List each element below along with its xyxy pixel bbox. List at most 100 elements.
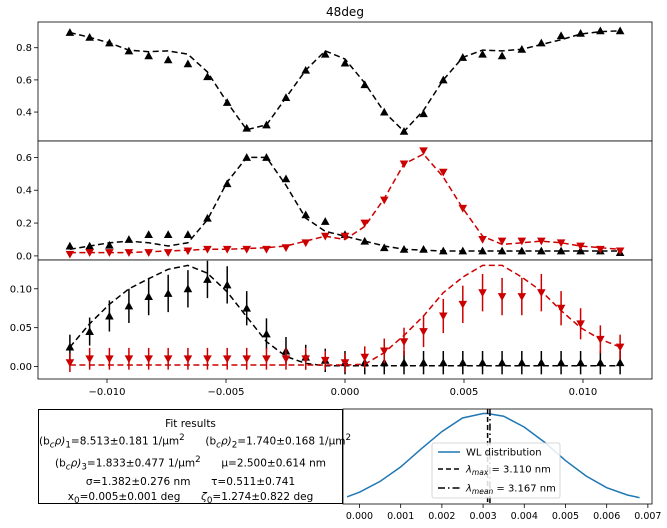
data-point	[379, 347, 389, 356]
ytick-label: 0.10	[10, 284, 32, 295]
data-point	[537, 38, 546, 47]
data-point	[596, 245, 605, 254]
data-point	[478, 236, 487, 244]
legend-label: λmax = 3.110 nm	[465, 465, 551, 478]
data-point	[183, 284, 193, 293]
data-point	[556, 31, 566, 40]
data-point	[576, 246, 585, 255]
data-point	[105, 38, 114, 47]
data-point	[517, 293, 527, 301]
data-point	[537, 289, 546, 297]
data-point	[458, 204, 468, 213]
data-point	[419, 328, 428, 336]
data-point	[183, 230, 193, 238]
data-point	[379, 107, 389, 116]
data-point	[183, 355, 193, 364]
data-point	[517, 246, 527, 255]
data-point	[537, 358, 546, 367]
ytick-label: 0.8	[16, 43, 32, 54]
data-point	[556, 239, 566, 248]
data-point	[124, 355, 134, 364]
ytick-label: 0.2	[16, 219, 32, 230]
ytick-label: 0.6	[16, 75, 32, 86]
data-point	[65, 241, 75, 250]
data-point	[478, 246, 487, 255]
xtick-label: 0.000	[331, 387, 360, 398]
data-point	[360, 236, 370, 245]
data-point	[222, 245, 232, 254]
chart-title: 48deg	[326, 5, 364, 19]
data-point	[281, 174, 291, 183]
data-point	[124, 301, 134, 310]
fit-line-4: x0=0.005±0.001 deg ζ0=1.274±0.822 deg	[67, 490, 314, 506]
series-2	[65, 147, 625, 259]
data-point	[222, 280, 232, 289]
series-1	[65, 26, 625, 135]
data-point	[65, 250, 75, 259]
data-point	[497, 237, 507, 246]
data-point	[556, 304, 566, 313]
wl-xtick-label: 0.007	[634, 511, 661, 522]
data-point	[320, 217, 330, 225]
data-point	[517, 237, 527, 246]
data-point	[262, 153, 271, 161]
data-point	[203, 355, 212, 364]
data-point	[576, 320, 585, 329]
data-point	[576, 358, 585, 367]
data-point	[144, 249, 153, 257]
wl-xtick-label: 0.000	[346, 511, 373, 522]
data-point	[163, 230, 173, 238]
data-point	[556, 246, 566, 255]
wl-xtick-label: 0.004	[511, 511, 538, 522]
data-point	[242, 153, 252, 161]
data-point	[124, 46, 134, 55]
data-point	[379, 243, 389, 252]
wl-panel-frame	[342, 408, 653, 505]
panel-3: 0.00 0.05 0.10 −0.010 −0.005 0.000 0.005 0.010	[10, 259, 653, 398]
data-point	[281, 93, 291, 102]
data-point	[458, 358, 468, 367]
data-point	[438, 168, 448, 177]
data-point	[596, 26, 605, 35]
data-point	[497, 358, 507, 367]
fit-results-title: Fit results	[165, 418, 216, 430]
panel-2: 0.0 0.2 0.4 0.6	[16, 140, 653, 263]
data-point	[124, 249, 134, 257]
data-point	[85, 355, 94, 364]
xtick-label: 0.005	[450, 387, 479, 398]
data-point	[320, 356, 330, 365]
fit-line-3: σ=1.382±0.276 nm τ=0.511±0.741	[85, 476, 296, 489]
data-point	[517, 358, 527, 367]
data-point	[203, 245, 212, 254]
fit-curve	[69, 156, 621, 252]
xtick-label: 0.010	[569, 387, 598, 398]
data-point	[340, 58, 350, 67]
data-point	[144, 292, 153, 300]
data-point	[576, 28, 585, 37]
data-point	[340, 232, 350, 241]
data-point	[360, 219, 370, 228]
data-point	[163, 55, 173, 64]
fit-line-1: (bcρ)1=8.513±0.181 1/μm2 (bcρ)2=1.740±0.…	[39, 433, 352, 451]
ytick-label: 0.6	[16, 153, 32, 164]
data-point	[301, 210, 311, 219]
data-point	[478, 49, 487, 58]
data-point	[399, 160, 409, 169]
data-point	[419, 109, 428, 118]
wl-legend: WL distribution λmax = 3.110 nm λmean = 3.…	[431, 442, 561, 499]
data-point	[262, 355, 271, 364]
data-point	[399, 127, 409, 135]
data-point	[242, 245, 252, 254]
data-point	[262, 245, 271, 254]
ytick-label: 0.05	[10, 323, 32, 334]
data-point	[262, 329, 271, 338]
data-point	[105, 311, 114, 320]
wl-xtick-label: 0.006	[593, 511, 620, 522]
data-point	[458, 300, 468, 309]
data-point	[163, 289, 173, 297]
data-point	[183, 59, 193, 68]
data-point	[497, 51, 507, 60]
ytick-label: 0.0	[16, 251, 32, 262]
ytick-label: 0.4	[16, 186, 32, 197]
data-point	[438, 312, 448, 321]
